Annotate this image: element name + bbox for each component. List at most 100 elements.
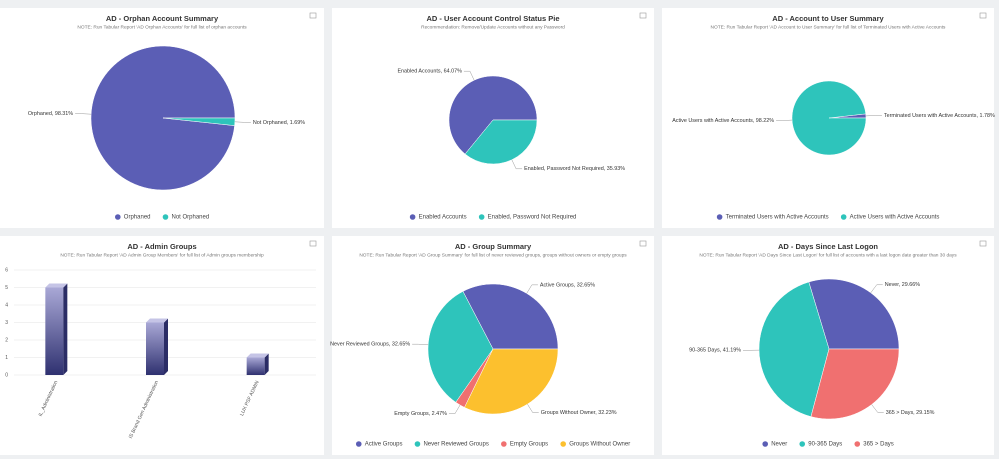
legend-label: Never bbox=[771, 442, 787, 448]
expand-icon[interactable] bbox=[979, 12, 987, 19]
expand-icon[interactable] bbox=[639, 12, 647, 19]
pie-slice bbox=[791, 80, 867, 156]
legend-item[interactable]: Never Reviewed Groups bbox=[414, 441, 489, 448]
data-label: Not Orphaned, 1.69% bbox=[253, 120, 305, 126]
chart-title: AD - Account to User Summary bbox=[772, 14, 884, 23]
legend-label: Empty Groups bbox=[510, 442, 548, 448]
legend: Never 90-365 Days 365 > Days bbox=[762, 441, 894, 448]
expand-icon[interactable] bbox=[979, 240, 987, 247]
legend-marker bbox=[799, 441, 806, 447]
legend-label: Enabled Accounts bbox=[419, 215, 467, 221]
legend-item[interactable]: Enabled, Password Not Required bbox=[478, 214, 577, 221]
bar-top bbox=[45, 283, 68, 288]
y-tick-label: 3 bbox=[5, 320, 8, 326]
data-label: Orphaned, 98.31% bbox=[28, 111, 73, 117]
chart-subtitle: NOTE: Run Tabular Report 'AD Group Summa… bbox=[359, 252, 627, 258]
label-connector bbox=[511, 159, 523, 170]
label-connector bbox=[412, 343, 429, 346]
chart-subtitle: NOTE: Run Tabular Report 'AD Admin Group… bbox=[60, 252, 264, 258]
y-tick-label: 1 bbox=[5, 355, 8, 361]
legend-item[interactable]: Never bbox=[762, 441, 787, 448]
legend-item[interactable]: Groups Without Owner bbox=[560, 441, 630, 448]
legend-item[interactable]: Active Groups bbox=[355, 441, 403, 448]
pie-slice bbox=[162, 117, 236, 126]
expand-icon[interactable] bbox=[309, 12, 317, 19]
legend-item[interactable]: Enabled Accounts bbox=[409, 214, 467, 221]
data-label: Never, 29.66% bbox=[885, 282, 921, 288]
legend-marker bbox=[854, 441, 861, 447]
legend-label: Orphaned bbox=[124, 215, 151, 221]
legend-marker bbox=[478, 214, 485, 220]
label-connector bbox=[448, 404, 461, 414]
expand-icon[interactable] bbox=[639, 240, 647, 247]
pie-slice bbox=[808, 278, 900, 350]
chart-panel: AD - User Account Control Status PieReco… bbox=[332, 8, 654, 228]
y-tick-label: 2 bbox=[5, 337, 8, 343]
legend-marker bbox=[162, 214, 169, 220]
label-connector bbox=[75, 113, 92, 115]
legend-marker bbox=[840, 214, 847, 220]
chart-subtitle: Recommendation: Remove/Update Accounts w… bbox=[421, 24, 565, 30]
legend-label: Terminated Users with Active Accounts bbox=[726, 215, 829, 221]
bar-side bbox=[264, 353, 269, 375]
label-connector bbox=[526, 284, 538, 294]
legend: Enabled Accounts Enabled, Password Not Re… bbox=[409, 214, 577, 221]
chart-title: AD - Days Since Last Logon bbox=[778, 242, 878, 251]
y-tick-label: 5 bbox=[5, 285, 8, 291]
chart-title: AD - Admin Groups bbox=[127, 242, 196, 251]
legend-item[interactable]: Terminated Users with Active Accounts bbox=[716, 214, 829, 221]
legend-item[interactable]: Orphaned bbox=[115, 214, 151, 221]
legend-label: Enabled, Password Not Required bbox=[488, 215, 577, 221]
data-label: Enabled, Password Not Required, 35.93% bbox=[524, 166, 625, 172]
bar bbox=[246, 357, 265, 375]
legend-item[interactable]: Active Users with Active Accounts bbox=[840, 214, 940, 221]
chart-subtitle: NOTE: Run Tabular Report 'AD Orphan Acco… bbox=[77, 24, 247, 30]
data-label: 90-365 Days, 41.19% bbox=[689, 348, 741, 354]
legend-marker bbox=[355, 441, 362, 447]
legend-label: Not Orphaned bbox=[171, 215, 209, 221]
label-connector bbox=[234, 121, 251, 123]
pie-slice bbox=[448, 75, 538, 155]
bar bbox=[45, 287, 64, 375]
legend-label: Groups Without Owner bbox=[569, 442, 630, 448]
label-connector bbox=[776, 119, 793, 121]
data-label: Groups Without Owner, 32.23% bbox=[541, 410, 617, 416]
label-connector bbox=[527, 403, 539, 413]
bar-top bbox=[246, 353, 269, 358]
legend-marker bbox=[560, 441, 566, 447]
legend-marker bbox=[115, 214, 121, 220]
legend-label: Active Groups bbox=[365, 442, 403, 448]
chart-subtitle: NOTE: Run Tabular Report 'AD Days Since … bbox=[699, 252, 957, 258]
y-tick-label: 6 bbox=[5, 267, 8, 273]
legend-item[interactable]: 90-365 Days bbox=[799, 441, 842, 448]
legend-marker bbox=[414, 441, 421, 447]
data-label: 365 > Days, 29.15% bbox=[886, 410, 935, 416]
data-label: Active Groups, 32.65% bbox=[540, 282, 595, 288]
legend-marker bbox=[762, 441, 769, 447]
legend-item[interactable]: Empty Groups bbox=[501, 441, 548, 448]
label-connector bbox=[865, 115, 882, 117]
data-label: Active Users with Active Accounts, 98.22… bbox=[672, 118, 774, 124]
bar-side bbox=[164, 318, 168, 375]
label-connector bbox=[871, 404, 884, 413]
legend-label: Never Reviewed Groups bbox=[423, 442, 488, 448]
pie-slice bbox=[810, 348, 900, 420]
chart-title: AD - Group Summary bbox=[455, 242, 532, 251]
legend: Active Groups Never Reviewed Groups Empty … bbox=[355, 441, 630, 448]
legend-item[interactable]: 365 > Days bbox=[854, 441, 894, 448]
data-label: Enabled Accounts, 64.07% bbox=[397, 69, 462, 75]
expand-icon[interactable] bbox=[309, 240, 317, 247]
chart-title: AD - User Account Control Status Pie bbox=[426, 14, 559, 23]
label-connector bbox=[870, 284, 883, 293]
chart-subtitle: NOTE: Run Tabular Report 'AD Account to … bbox=[711, 24, 947, 30]
y-tick-label: 4 bbox=[5, 302, 8, 308]
data-label: Empty Groups, 2.47% bbox=[394, 411, 447, 417]
data-label: Never Reviewed Groups, 32.65% bbox=[330, 342, 410, 348]
legend-label: Active Users with Active Accounts bbox=[850, 215, 940, 221]
label-connector bbox=[463, 70, 475, 81]
legend-item[interactable]: Not Orphaned bbox=[162, 214, 210, 221]
